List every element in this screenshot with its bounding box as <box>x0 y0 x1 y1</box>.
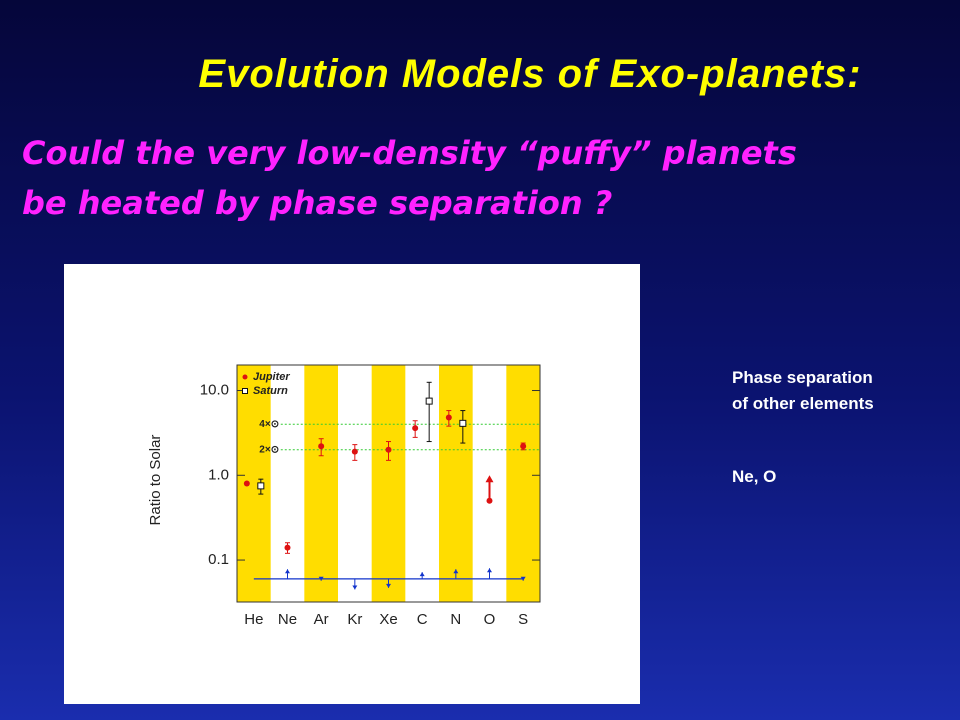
x-tick-label: Xe <box>379 611 397 628</box>
limit-arrow-head <box>318 576 324 581</box>
limit-arrow-head <box>453 569 459 574</box>
x-tick-label: N <box>450 611 461 628</box>
y-tick-label: 1.0 <box>208 466 229 483</box>
limit-arrow-head <box>520 576 526 581</box>
reference-label: 4×⊙ <box>259 419 279 430</box>
error-bar <box>426 381 432 443</box>
point <box>459 419 467 427</box>
limit-arrow-head <box>285 569 290 574</box>
x-tick-label: O <box>484 611 496 628</box>
point <box>486 497 493 504</box>
y-tick-label: 10.0 <box>200 381 229 398</box>
category-band <box>439 365 473 602</box>
limit-arrow-head <box>419 572 425 577</box>
x-tick-label: He <box>244 611 263 628</box>
reference-label: 2×⊙ <box>259 444 279 455</box>
category-band <box>371 365 406 602</box>
point <box>445 414 452 421</box>
y-tick-label: 0.1 <box>208 551 229 568</box>
plot-frame <box>236 364 541 603</box>
x-tick-label: Ne <box>278 611 297 628</box>
limit-arrow-head <box>485 475 494 483</box>
limit-arrow-head <box>386 583 391 588</box>
x-tick-label: C <box>417 611 428 628</box>
point <box>520 443 527 450</box>
point <box>351 448 358 455</box>
limit-arrow-head <box>352 585 358 590</box>
point <box>412 425 419 432</box>
category-band <box>506 365 540 602</box>
x-tick-label: Kr <box>347 611 362 628</box>
subtitle-line: Could the very low-density “puffy” plane… <box>22 134 797 172</box>
y-axis-label: Ratio to Solar <box>147 435 164 526</box>
point <box>385 446 392 453</box>
x-tick-label: S <box>518 611 528 628</box>
point <box>425 397 433 405</box>
legend-marker <box>242 374 248 380</box>
category-band <box>304 365 338 602</box>
legend-label: Jupiter <box>253 371 290 383</box>
point <box>243 480 250 487</box>
x-tick-label: Ar <box>314 611 329 628</box>
note-line: Ne, O <box>732 467 777 486</box>
slide-title: Evolution Models of Exo-planets: <box>198 52 862 96</box>
chart: Ratio to Solar 4×⊙ 2×⊙ 10.0 1.0 0.1 He Ne Ar Kr X… <box>64 264 640 704</box>
point <box>257 482 265 490</box>
point <box>318 443 325 450</box>
chart-background <box>64 264 640 704</box>
point <box>284 544 291 551</box>
note-line: Phase separation <box>732 368 873 387</box>
limit-arrow-head <box>487 568 492 573</box>
legend-label: Saturn <box>253 385 288 397</box>
legend-marker <box>242 388 248 394</box>
subtitle-line: be heated by phase separation ? <box>22 184 613 222</box>
note-line: of other elements <box>732 394 874 413</box>
category-band <box>237 365 271 602</box>
